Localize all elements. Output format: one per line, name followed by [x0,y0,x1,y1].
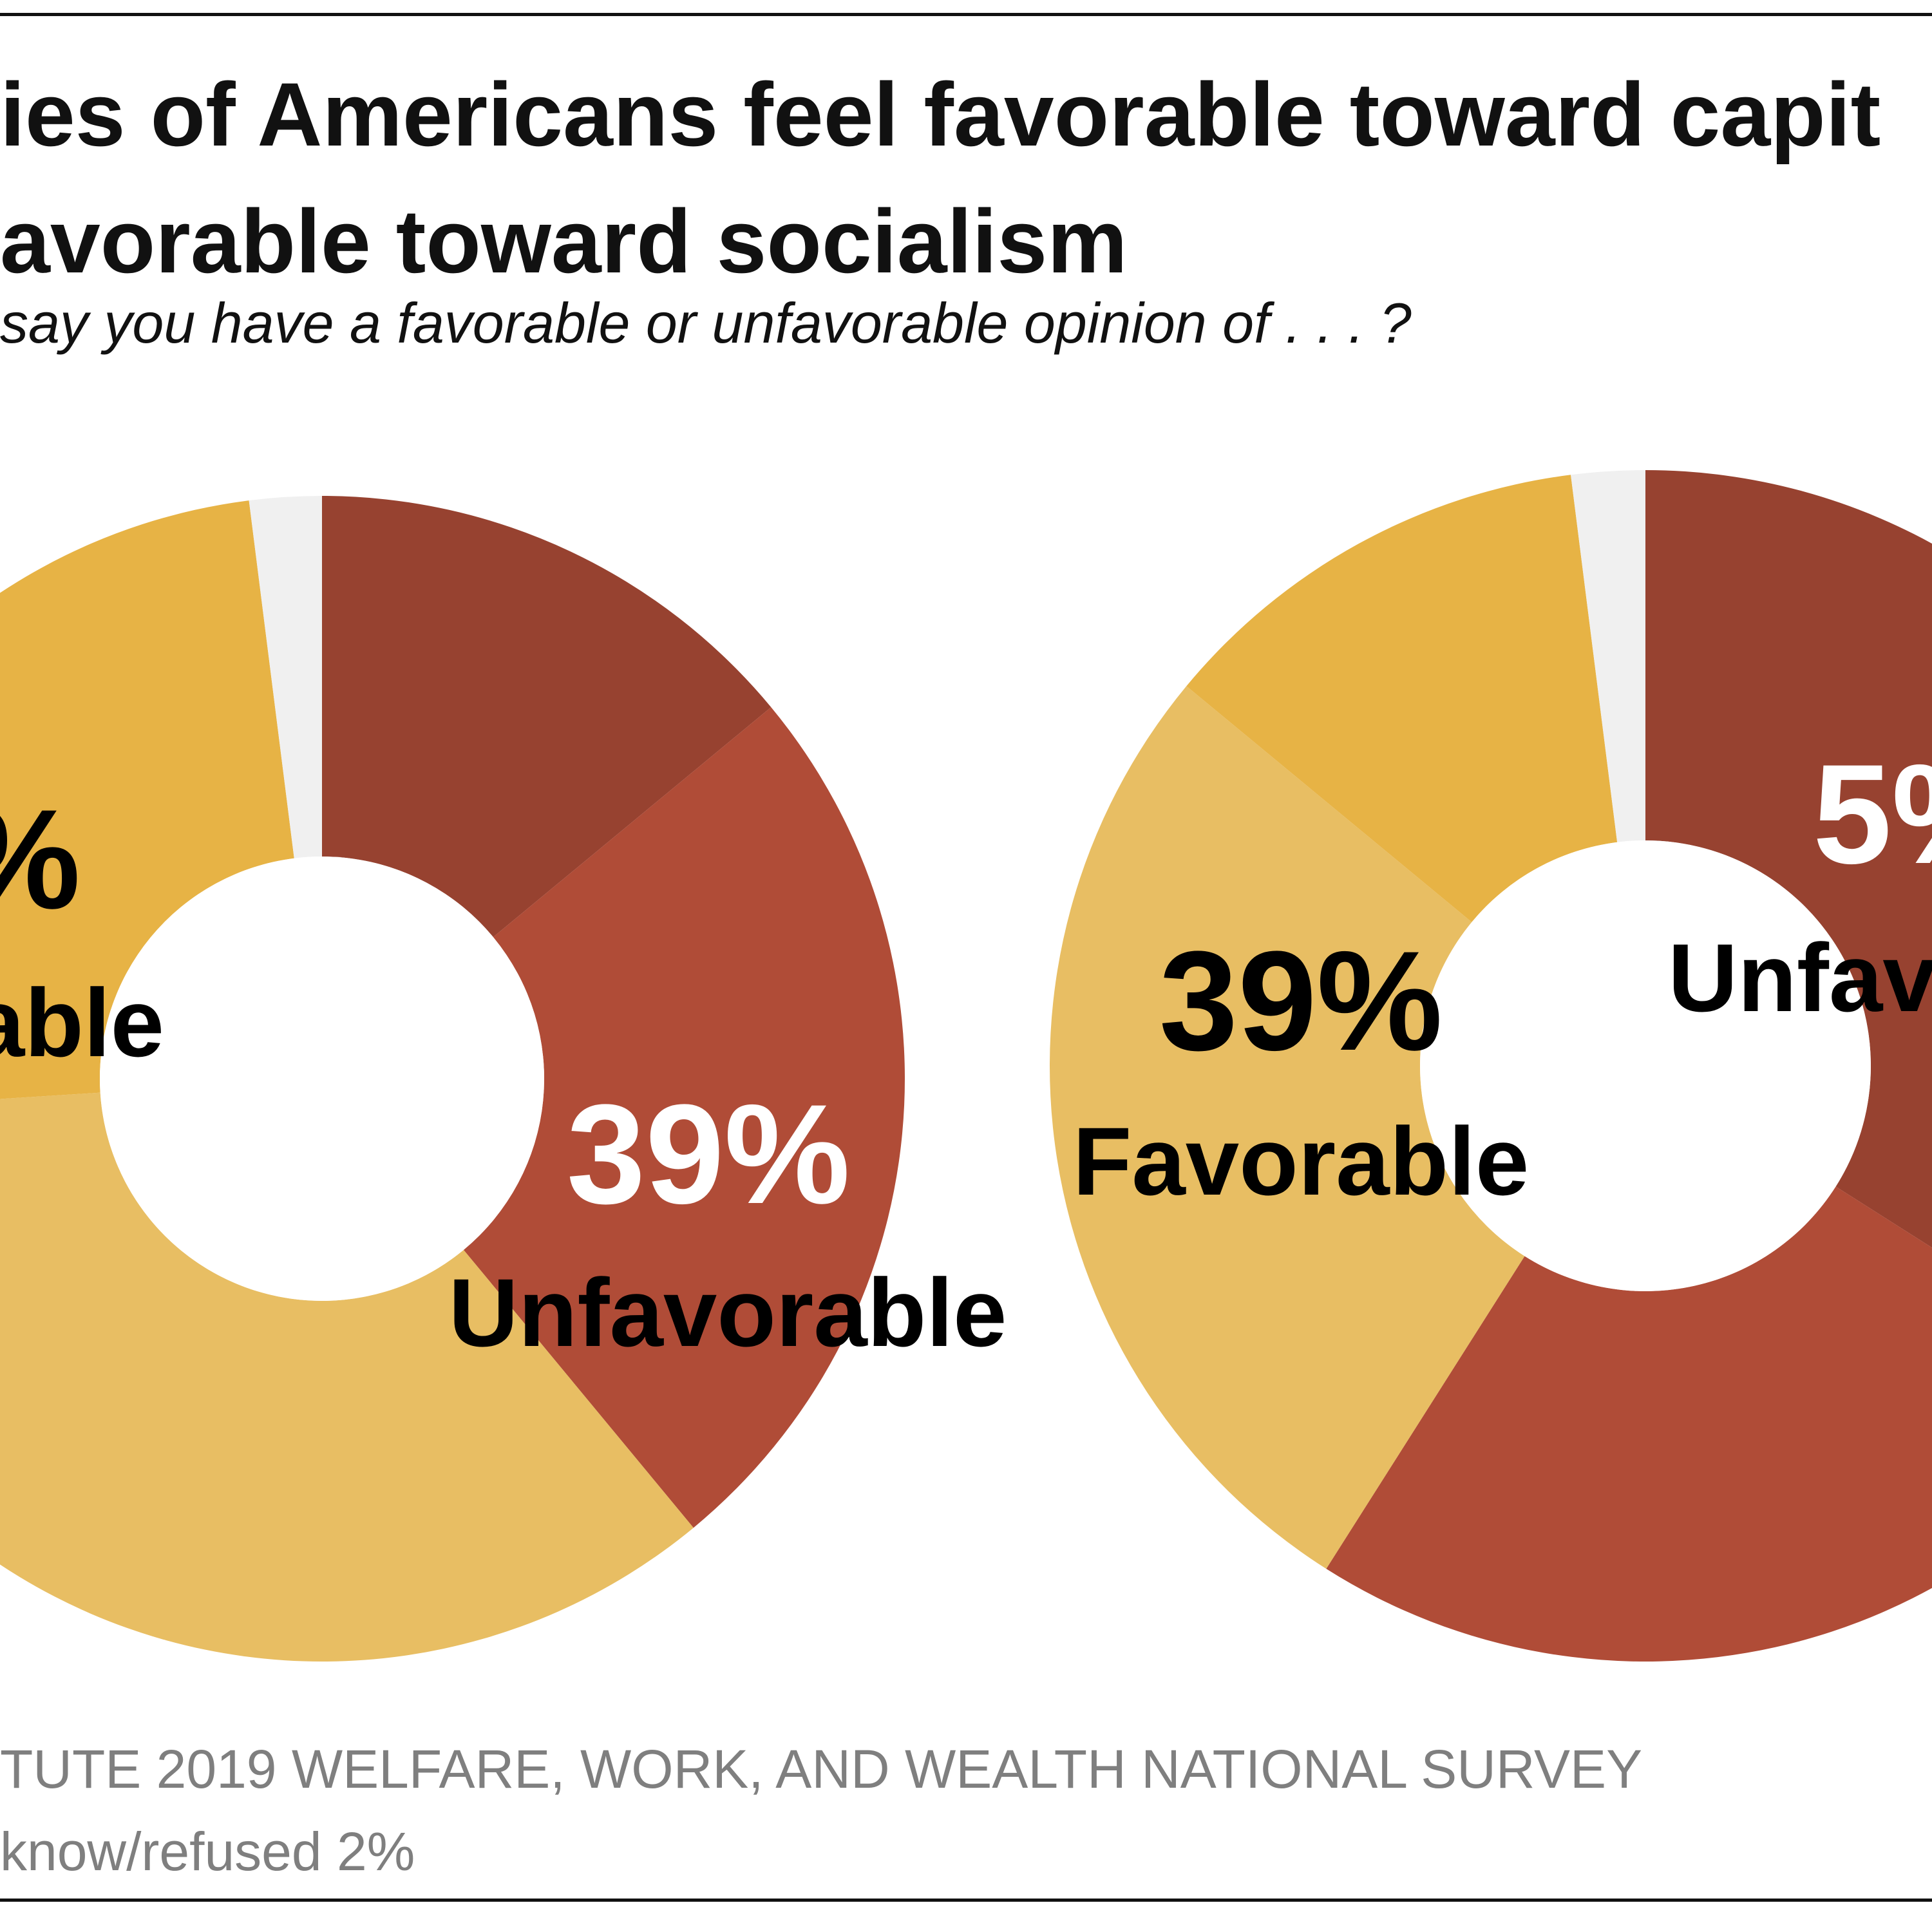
donut-1-slice-somewhat-unfavorable [463,707,905,1528]
donut-1-slice-dont-know [249,496,322,858]
chart-title-line-1: ies of Americans feel favorable toward c… [0,64,1881,165]
donut-1-slice-somewhat-favorable [0,1092,694,1662]
chart-title-line-2: avorable toward socialism [0,191,1128,292]
donut-chart-capitalism [0,496,905,1662]
donut-2-slice-dont-know [1571,470,1645,842]
donut-1-unfavorable-label: Unfavorable [449,1258,1007,1367]
donut-2-slice-very-favorable [1186,475,1618,922]
donut-1-favorable-label: able [0,969,164,1077]
donut-1-hole [100,857,544,1301]
donut-2-hole [1420,840,1871,1291]
dont-know-note: know/refused 2% [0,1821,415,1882]
donut-2-favorable-label: Favorable [1073,1107,1530,1215]
donut-2-favorable-pct: 39% [1159,922,1443,1080]
donut-1-slice-very-unfavorable [322,496,772,938]
donut-2-slice-very-unfavorable [1645,470,1932,1248]
top-rule [0,13,1932,16]
bottom-rule [0,1899,1932,1902]
source-note: TUTE 2019 WELFARE, WORK, AND WEALTH NATI… [0,1739,1643,1799]
donut-1-unfavorable-pct: 39% [567,1075,850,1233]
donut-1-slice-very-favorable [0,500,294,1099]
donut-2-unfavorable-pct: 5% [1813,735,1932,893]
donut-2-unfavorable-label: Unfavorable [1668,923,1932,1032]
donut-chart-socialism [1049,470,1932,1662]
donut-2-slice-somewhat-favorable [1049,686,1525,1569]
donut-1-favorable-pct: % [0,780,80,938]
chart-subtitle: say you have a favorable or unfavorable … [0,291,1412,355]
donut-2-slice-somewhat-unfavorable [1326,1186,1932,1662]
